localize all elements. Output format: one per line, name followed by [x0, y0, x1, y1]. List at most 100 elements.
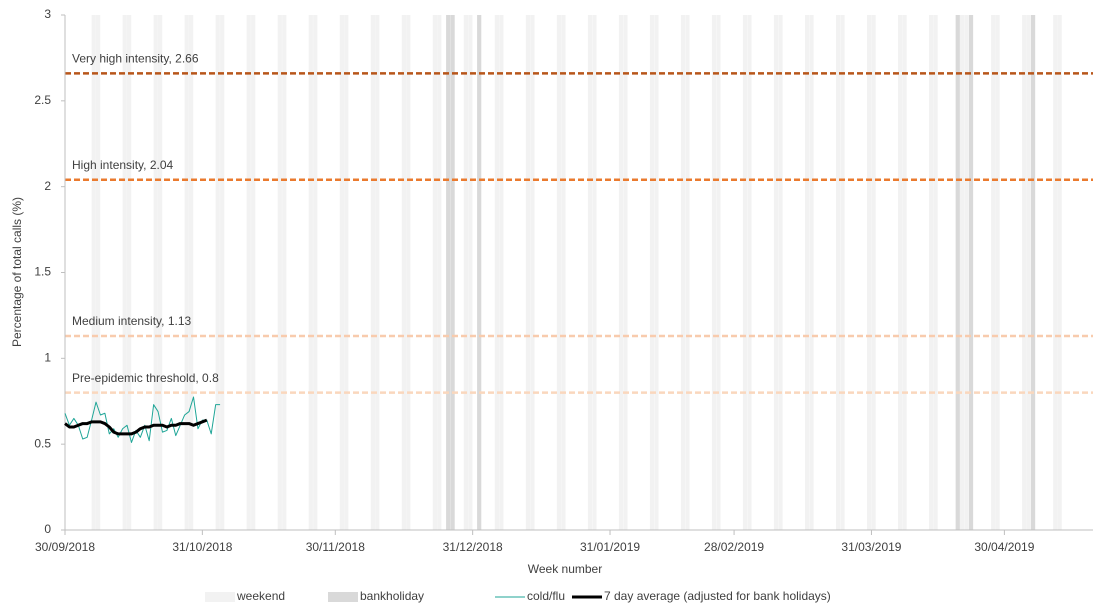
y-axis-title: Percentage of total calls (%): [10, 197, 24, 347]
band: [1053, 15, 1058, 530]
band: [968, 15, 974, 530]
x-tick-label: 30/04/2019: [974, 540, 1034, 554]
band: [184, 15, 189, 530]
x-tick-label: 31/03/2019: [841, 540, 901, 554]
band: [277, 15, 282, 530]
y-tick-label: 0: [44, 522, 51, 536]
band: [246, 15, 251, 530]
threshold-label: High intensity, 2.04: [72, 158, 173, 172]
band: [437, 15, 442, 530]
band: [432, 15, 437, 530]
y-tick-label: 3: [44, 7, 51, 21]
band: [1030, 15, 1036, 530]
band: [468, 15, 473, 530]
band: [964, 15, 969, 530]
band: [525, 15, 531, 530]
band: [685, 15, 690, 530]
band: [530, 15, 535, 530]
x-tick-label: 31/10/2018: [172, 540, 232, 554]
band: [1057, 15, 1062, 530]
band: [680, 15, 686, 530]
series-line: [64, 418, 208, 436]
band: [344, 15, 349, 530]
threshold-label: Pre-epidemic threshold, 0.8: [72, 371, 219, 385]
band: [91, 15, 96, 530]
band: [898, 15, 903, 530]
band: [960, 15, 965, 530]
band: [809, 15, 814, 530]
y-tick-label: 1.5: [34, 265, 51, 279]
x-tick-label: 30/11/2018: [306, 540, 365, 554]
band: [477, 15, 482, 530]
band: [308, 15, 313, 530]
band: [840, 15, 845, 530]
band: [215, 15, 220, 530]
band: [251, 15, 256, 530]
series-line: [64, 396, 221, 443]
band: [716, 15, 721, 530]
band: [463, 15, 469, 530]
x-tick-label: 28/02/2019: [704, 540, 764, 554]
band: [955, 15, 960, 530]
y-tick-label: 2: [44, 179, 51, 193]
x-tick-label: 30/09/2018: [35, 540, 95, 554]
band: [220, 15, 225, 530]
band: [339, 15, 344, 530]
band: [375, 15, 380, 530]
band: [871, 15, 876, 530]
band: [742, 15, 748, 530]
threshold-label: Medium intensity, 1.13: [72, 314, 191, 328]
band: [1026, 15, 1031, 530]
band: [370, 15, 375, 530]
legend-label: bankholiday: [360, 589, 424, 603]
band: [804, 15, 810, 530]
legend-label: 7 day average (adjusted for bank holiday…: [604, 589, 831, 603]
band: [929, 15, 934, 530]
band: [618, 15, 624, 530]
band: [902, 15, 907, 530]
band: [446, 15, 451, 530]
y-tick-label: 2.5: [34, 93, 51, 107]
band: [587, 15, 593, 530]
band: [561, 15, 566, 530]
band: [836, 15, 841, 530]
band: [649, 15, 655, 530]
legend-swatch: [205, 592, 235, 602]
band: [778, 15, 783, 530]
band: [995, 15, 1000, 530]
band: [556, 15, 562, 530]
band: [153, 15, 158, 530]
band: [867, 15, 872, 530]
x-tick-label: 31/01/2019: [580, 540, 640, 554]
band: [158, 15, 163, 530]
band: [189, 15, 194, 530]
band: [711, 15, 717, 530]
band: [991, 15, 996, 530]
threshold-label: Very high intensity, 2.66: [72, 52, 199, 66]
band: [773, 15, 779, 530]
band: [401, 15, 406, 530]
band: [313, 15, 318, 530]
band: [1022, 15, 1027, 530]
band: [450, 15, 455, 530]
band: [406, 15, 411, 530]
x-axis-title: Week number: [528, 562, 602, 576]
legend-swatch: [328, 592, 358, 602]
band: [127, 15, 132, 530]
band: [282, 15, 287, 530]
legend-label: weekend: [236, 589, 285, 603]
band: [592, 15, 597, 530]
legend-label: cold/flu: [527, 589, 565, 603]
y-tick-label: 0.5: [34, 436, 51, 450]
band: [122, 15, 127, 530]
band: [623, 15, 628, 530]
band: [499, 15, 504, 530]
x-tick-label: 31/12/2018: [443, 540, 503, 554]
band: [654, 15, 659, 530]
band: [96, 15, 101, 530]
band: [494, 15, 500, 530]
band: [747, 15, 752, 530]
band: [933, 15, 938, 530]
